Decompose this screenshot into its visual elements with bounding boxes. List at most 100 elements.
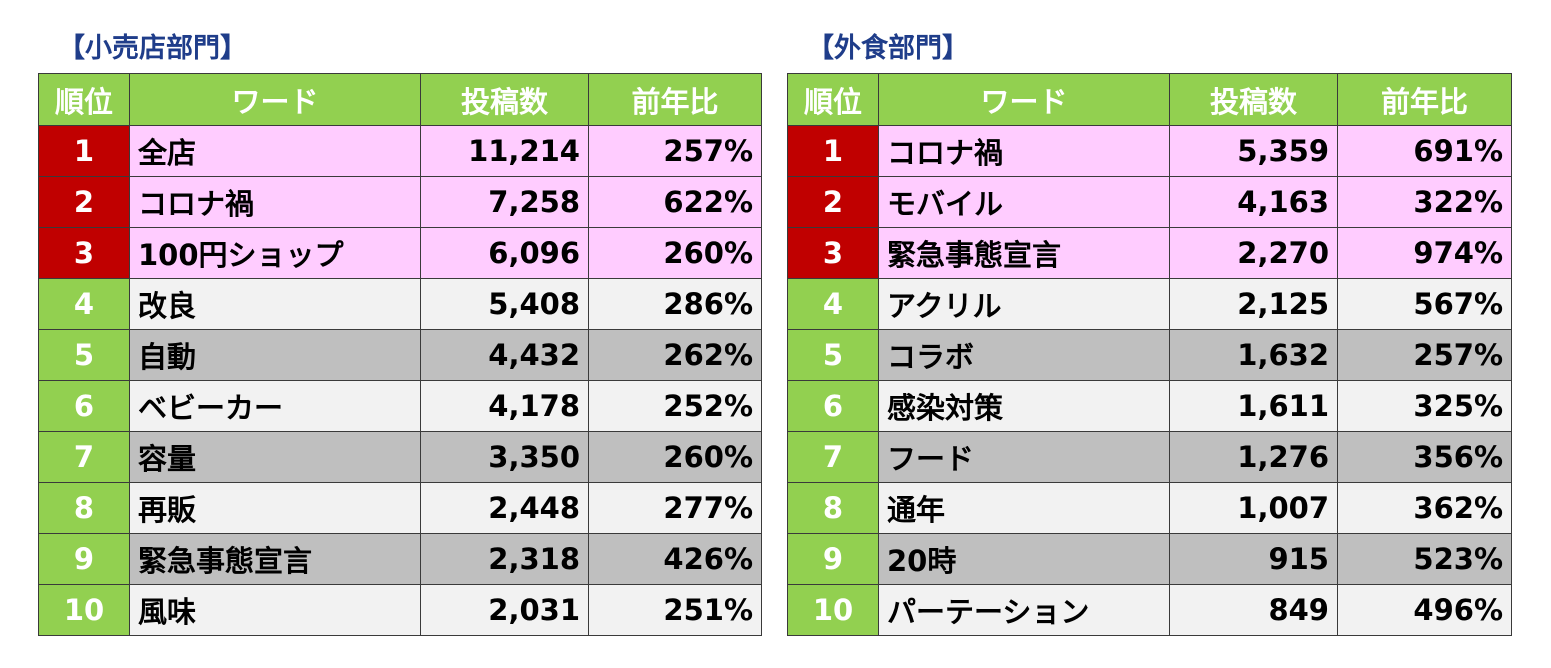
rank-cell: 3 xyxy=(38,227,130,279)
table-row: 6 ベビーカー 4,178 252% xyxy=(38,380,762,432)
word-cell: 風味 xyxy=(129,584,421,636)
posts-cell: 5,359 xyxy=(1169,125,1338,177)
table-row: 4 アクリル 2,125 567% xyxy=(787,278,1512,330)
word-cell: 20時 xyxy=(878,533,1170,585)
word-cell: 全店 xyxy=(129,125,421,177)
rank-cell: 5 xyxy=(38,329,130,381)
word-header: ワード xyxy=(878,73,1170,126)
rank-header: 順位 xyxy=(38,73,130,126)
posts-cell: 2,031 xyxy=(420,584,589,636)
posts-cell: 4,432 xyxy=(420,329,589,381)
rank-cell: 7 xyxy=(38,431,130,483)
food-section-title: 【外食部門】 xyxy=(807,33,969,64)
yoy-cell: 496% xyxy=(1337,584,1512,636)
word-cell: 100円ショップ xyxy=(129,227,421,279)
word-cell: ベビーカー xyxy=(129,380,421,432)
retail-ranking-table: 順位 ワード 投稿数 前年比 1 全店 11,214 257% 2 コロナ禍 7… xyxy=(38,73,762,636)
word-cell: 緊急事態宣言 xyxy=(878,227,1170,279)
rank-cell: 6 xyxy=(38,380,130,432)
yoy-cell: 426% xyxy=(588,533,762,585)
rank-cell: 4 xyxy=(787,278,879,330)
word-cell: アクリル xyxy=(878,278,1170,330)
rank-cell: 9 xyxy=(787,533,879,585)
posts-cell: 2,125 xyxy=(1169,278,1338,330)
food-ranking-table: 順位 ワード 投稿数 前年比 1 コロナ禍 5,359 691% 2 モバイル … xyxy=(787,73,1512,636)
posts-cell: 4,163 xyxy=(1169,176,1338,228)
word-cell: フード xyxy=(878,431,1170,483)
rank-cell: 2 xyxy=(787,176,879,228)
table-row: 6 感染対策 1,611 325% xyxy=(787,380,1512,432)
yoy-cell: 252% xyxy=(588,380,762,432)
table-row: 1 全店 11,214 257% xyxy=(38,125,762,177)
posts-cell: 1,007 xyxy=(1169,482,1338,534)
table-row: 8 再販 2,448 277% xyxy=(38,482,762,534)
rank-cell: 4 xyxy=(38,278,130,330)
yoy-cell: 262% xyxy=(588,329,762,381)
word-cell: 容量 xyxy=(129,431,421,483)
word-cell: 感染対策 xyxy=(878,380,1170,432)
posts-cell: 11,214 xyxy=(420,125,589,177)
rank-cell: 10 xyxy=(38,584,130,636)
rank-cell: 5 xyxy=(787,329,879,381)
yoy-cell: 691% xyxy=(1337,125,1512,177)
table-row: 10 パーテーション 849 496% xyxy=(787,584,1512,636)
posts-cell: 849 xyxy=(1169,584,1338,636)
posts-cell: 1,632 xyxy=(1169,329,1338,381)
word-cell: モバイル xyxy=(878,176,1170,228)
yoy-cell: 286% xyxy=(588,278,762,330)
yoy-cell: 260% xyxy=(588,431,762,483)
posts-cell: 1,611 xyxy=(1169,380,1338,432)
posts-cell: 2,270 xyxy=(1169,227,1338,279)
table-row: 1 コロナ禍 5,359 691% xyxy=(787,125,1512,177)
table-row: 9 緊急事態宣言 2,318 426% xyxy=(38,533,762,585)
table-row: 5 コラボ 1,632 257% xyxy=(787,329,1512,381)
posts-cell: 3,350 xyxy=(420,431,589,483)
table-row: 3 100円ショップ 6,096 260% xyxy=(38,227,762,279)
posts-cell: 6,096 xyxy=(420,227,589,279)
word-cell: コラボ xyxy=(878,329,1170,381)
table-row: 8 通年 1,007 362% xyxy=(787,482,1512,534)
word-cell: コロナ禍 xyxy=(878,125,1170,177)
yoy-cell: 523% xyxy=(1337,533,1512,585)
table-row: 7 容量 3,350 260% xyxy=(38,431,762,483)
yoy-header: 前年比 xyxy=(1337,73,1512,126)
yoy-cell: 362% xyxy=(1337,482,1512,534)
yoy-cell: 567% xyxy=(1337,278,1512,330)
posts-cell: 2,448 xyxy=(420,482,589,534)
posts-cell: 4,178 xyxy=(420,380,589,432)
yoy-cell: 325% xyxy=(1337,380,1512,432)
table-row: 2 コロナ禍 7,258 622% xyxy=(38,176,762,228)
rank-cell: 8 xyxy=(38,482,130,534)
word-cell: 通年 xyxy=(878,482,1170,534)
posts-cell: 7,258 xyxy=(420,176,589,228)
posts-header: 投稿数 xyxy=(420,73,589,126)
rank-cell: 1 xyxy=(787,125,879,177)
yoy-cell: 974% xyxy=(1337,227,1512,279)
word-cell: パーテーション xyxy=(878,584,1170,636)
posts-cell: 1,276 xyxy=(1169,431,1338,483)
word-cell: 緊急事態宣言 xyxy=(129,533,421,585)
table-row: 3 緊急事態宣言 2,270 974% xyxy=(787,227,1512,279)
yoy-header: 前年比 xyxy=(588,73,762,126)
table-row: 4 改良 5,408 286% xyxy=(38,278,762,330)
yoy-cell: 356% xyxy=(1337,431,1512,483)
rank-cell: 9 xyxy=(38,533,130,585)
yoy-cell: 251% xyxy=(588,584,762,636)
word-cell: コロナ禍 xyxy=(129,176,421,228)
posts-cell: 5,408 xyxy=(420,278,589,330)
table-row: 5 自動 4,432 262% xyxy=(38,329,762,381)
posts-header: 投稿数 xyxy=(1169,73,1338,126)
yoy-cell: 257% xyxy=(588,125,762,177)
table-header-row: 順位 ワード 投稿数 前年比 xyxy=(787,73,1512,126)
table-row: 10 風味 2,031 251% xyxy=(38,584,762,636)
rank-cell: 1 xyxy=(38,125,130,177)
rank-cell: 8 xyxy=(787,482,879,534)
rank-cell: 3 xyxy=(787,227,879,279)
yoy-cell: 277% xyxy=(588,482,762,534)
table-row: 9 20時 915 523% xyxy=(787,533,1512,585)
word-cell: 改良 xyxy=(129,278,421,330)
yoy-cell: 622% xyxy=(588,176,762,228)
rank-cell: 10 xyxy=(787,584,879,636)
posts-cell: 2,318 xyxy=(420,533,589,585)
rank-header: 順位 xyxy=(787,73,879,126)
